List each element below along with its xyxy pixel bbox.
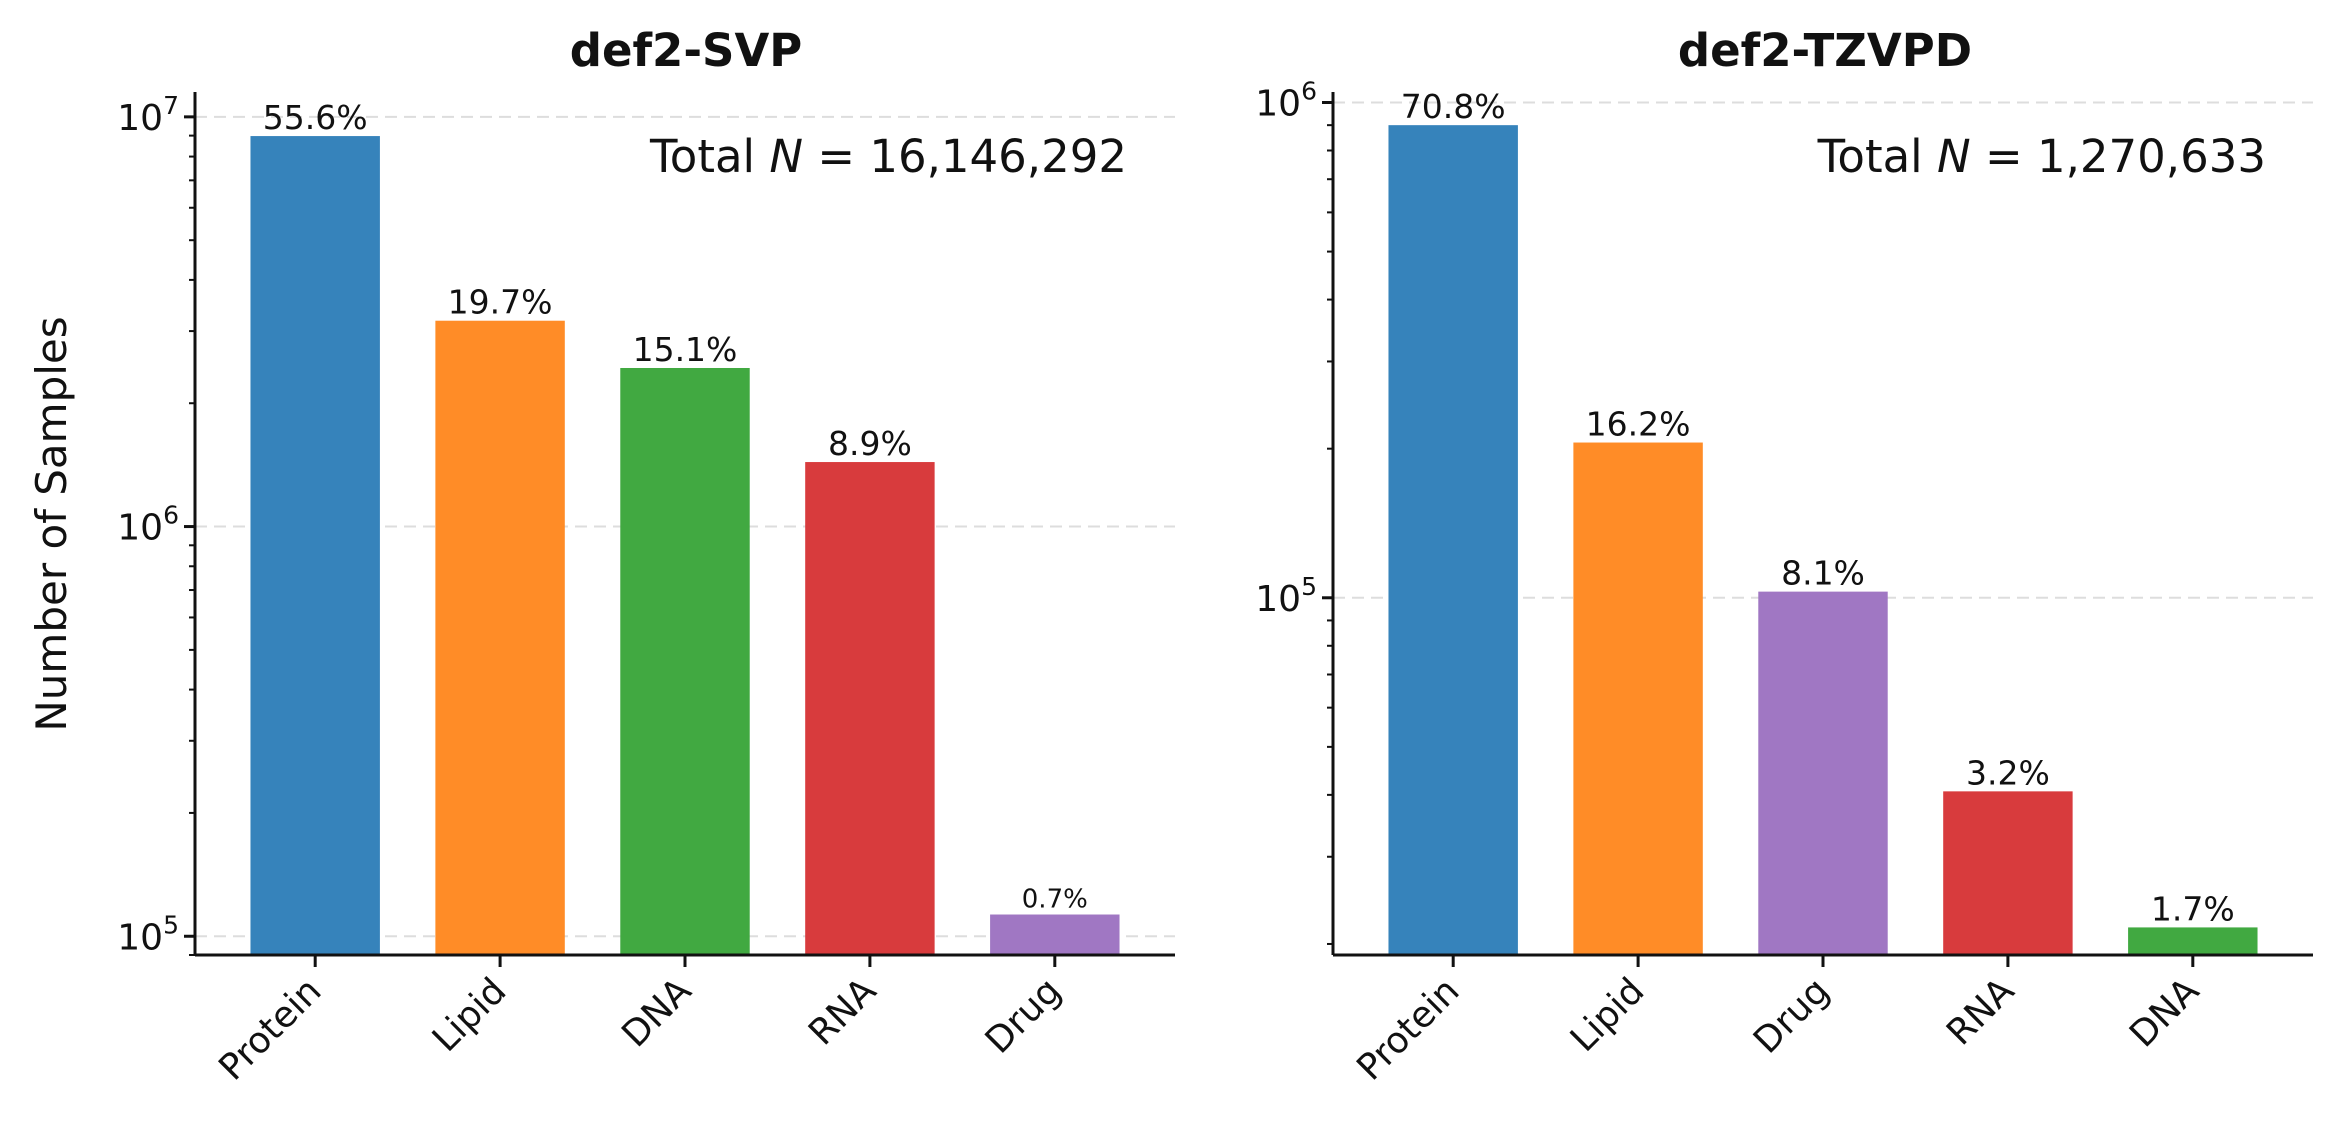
x-tick-label: DNA (2122, 970, 2207, 1055)
bar-percent-label: 16.2% (1586, 405, 1691, 444)
y-tick-label: 105 (1255, 572, 1317, 620)
panel-def2-svp: def2-SVP Number of Samples 55.6% 19.7% 15.… (27, 24, 1175, 1089)
total-n-annotation: Total N = 1,270,633 (1817, 130, 2266, 183)
x-tick-label: Drug (1746, 970, 1837, 1061)
chart-title: def2-SVP (570, 24, 803, 77)
bar-drug (990, 914, 1120, 954)
x-tick-label: Lipid (1563, 970, 1653, 1060)
x-tick-label: Drug (978, 970, 1069, 1061)
y-tick-label: 106 (1255, 76, 1317, 124)
x-tick-label: Lipid (425, 970, 515, 1060)
x-tick-label: Protein (1349, 970, 1467, 1088)
bar-percent-label: 15.1% (633, 330, 738, 369)
y-tick-label: 107 (117, 91, 179, 139)
bar-drug (1758, 591, 1888, 954)
bar-dna (620, 367, 750, 954)
bar-percent-label: 8.9% (828, 424, 912, 463)
bar-percent-label: 3.2% (1966, 753, 2050, 792)
bar-dna (2128, 927, 2258, 954)
bar-percent-label: 55.6% (263, 98, 368, 137)
bar-rna (805, 462, 935, 954)
bar-percent-label: 8.1% (1781, 554, 1865, 593)
bar-percent-label: 0.7% (1022, 885, 1088, 915)
bar-percent-label: 1.7% (2151, 889, 2235, 928)
y-axis-label: Number of Samples (27, 316, 76, 731)
bar-lipid (435, 320, 565, 954)
total-n-annotation: Total N = 16,146,292 (649, 130, 1127, 183)
x-tick-label: DNA (614, 970, 699, 1055)
bar-lipid (1573, 442, 1703, 954)
bar-percent-label: 70.8% (1401, 87, 1506, 126)
bar-protein (1388, 125, 1518, 954)
bar-percent-label: 19.7% (448, 283, 553, 322)
bar-rna (1943, 791, 2073, 954)
bar-protein (250, 136, 380, 954)
x-tick-label: RNA (1939, 970, 2022, 1053)
y-tick-label: 105 (117, 910, 179, 958)
x-tick-label: Protein (211, 970, 329, 1088)
panel-def2-tzvpd: def2-TZVPD 70.8% 16.2% 8.1% 3.2% 1.7% 105 106… (1255, 24, 2313, 1089)
x-tick-label: RNA (801, 970, 884, 1053)
y-tick-label: 106 (117, 501, 179, 549)
chart-title: def2-TZVPD (1678, 24, 1972, 77)
